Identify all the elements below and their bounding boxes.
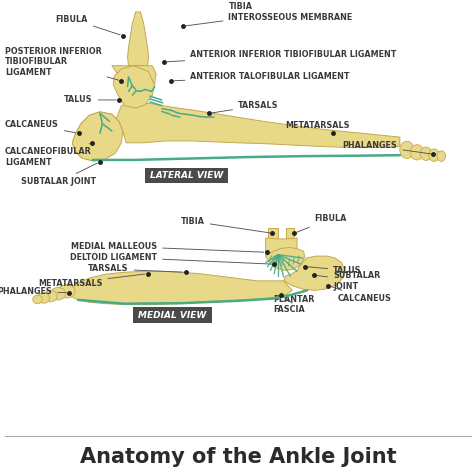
Ellipse shape	[50, 288, 66, 300]
Text: TALUS: TALUS	[307, 266, 362, 275]
Ellipse shape	[38, 293, 50, 303]
Ellipse shape	[420, 147, 432, 160]
Text: CALCANEOFIBULAR
LIGAMENT: CALCANEOFIBULAR LIGAMENT	[5, 144, 91, 167]
Polygon shape	[112, 66, 156, 95]
Text: CALCANEUS: CALCANEUS	[331, 287, 392, 303]
Text: FIBULA: FIBULA	[56, 15, 120, 35]
Polygon shape	[72, 102, 400, 161]
Text: Anatomy of the Ankle Joint: Anatomy of the Ankle Joint	[79, 447, 397, 467]
Text: ANTERIOR INFERIOR TIBIOFIBULAR LIGAMENT: ANTERIOR INFERIOR TIBIOFIBULAR LIGAMENT	[167, 50, 397, 62]
Text: MEDIAL VIEW: MEDIAL VIEW	[139, 311, 207, 319]
Polygon shape	[284, 256, 345, 290]
Polygon shape	[72, 112, 123, 161]
Text: METATARSALS: METATARSALS	[286, 121, 350, 133]
Polygon shape	[70, 271, 292, 305]
Text: METATARSALS: METATARSALS	[38, 274, 145, 288]
Ellipse shape	[33, 295, 42, 304]
Text: DELTOID LIGAMENT: DELTOID LIGAMENT	[70, 253, 271, 264]
Polygon shape	[128, 12, 149, 66]
Text: ANTERIOR TALOFIBULAR LIGAMENT: ANTERIOR TALOFIBULAR LIGAMENT	[174, 72, 350, 81]
Text: TARSALS: TARSALS	[212, 101, 278, 113]
Text: POSTERIOR INFERIOR
TIBIOFIBULAR
LIGAMENT: POSTERIOR INFERIOR TIBIOFIBULAR LIGAMENT	[5, 47, 119, 80]
Text: PHALANGES: PHALANGES	[343, 141, 430, 154]
Polygon shape	[113, 66, 155, 108]
Polygon shape	[268, 228, 278, 239]
Text: FIBULA: FIBULA	[297, 215, 347, 232]
FancyBboxPatch shape	[133, 307, 212, 323]
Polygon shape	[266, 248, 305, 270]
Text: PHALANGES: PHALANGES	[0, 287, 66, 296]
Text: TARSALS: TARSALS	[88, 265, 183, 273]
Text: LATERAL VIEW: LATERAL VIEW	[150, 171, 223, 180]
Polygon shape	[266, 238, 297, 265]
Text: SUBTALAR JOINT: SUBTALAR JOINT	[21, 163, 98, 186]
Text: TALUS: TALUS	[64, 96, 116, 104]
Ellipse shape	[400, 141, 414, 159]
Text: SUBTALAR
JOINT: SUBTALAR JOINT	[317, 271, 380, 290]
Ellipse shape	[429, 149, 439, 161]
Text: TIBIA
INTEROSSEOUS MEMBRANE: TIBIA INTEROSSEOUS MEMBRANE	[186, 2, 353, 26]
Ellipse shape	[44, 290, 57, 302]
Text: TIBIA: TIBIA	[181, 217, 269, 233]
Polygon shape	[286, 228, 294, 239]
Text: MEDIAL MALLEOUS: MEDIAL MALLEOUS	[71, 242, 264, 252]
Text: CALCANEUS: CALCANEUS	[5, 120, 76, 133]
Ellipse shape	[437, 151, 446, 161]
Ellipse shape	[58, 285, 75, 298]
FancyBboxPatch shape	[145, 168, 228, 183]
Ellipse shape	[410, 145, 424, 160]
Text: PLANTAR
FASCIA: PLANTAR FASCIA	[274, 295, 315, 314]
